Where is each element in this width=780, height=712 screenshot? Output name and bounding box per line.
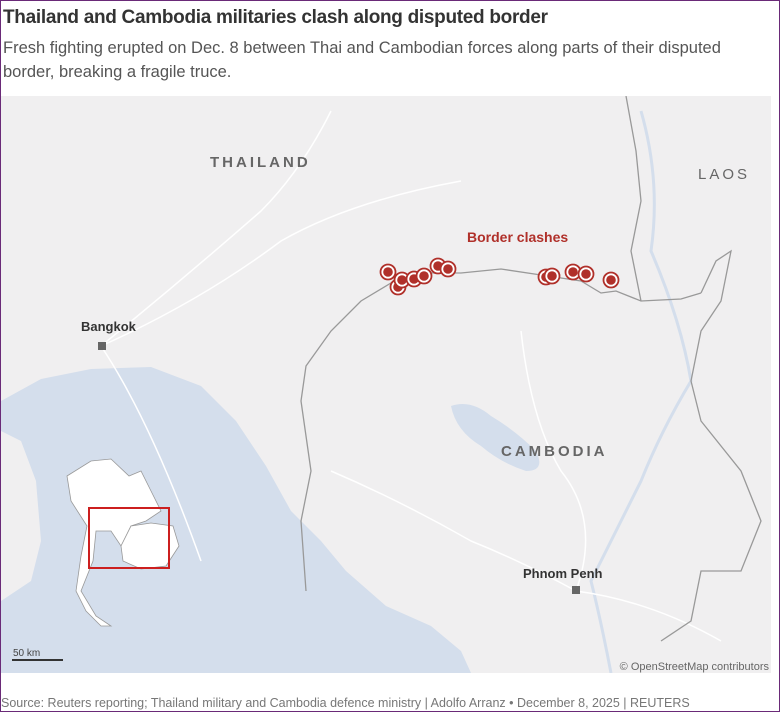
label-laos: LAOS <box>698 166 751 183</box>
gulf-of-thailand <box>1 367 471 673</box>
inset-thailand <box>66 458 162 627</box>
title: Thailand and Cambodia militaries clash a… <box>3 7 548 28</box>
label-thailand: THAILAND <box>210 154 311 171</box>
border-clashes-label: Border clashes <box>467 229 569 245</box>
clash-marker <box>543 267 561 285</box>
tonle-sap-lake <box>451 403 540 471</box>
clash-marker <box>439 260 457 278</box>
roads <box>100 110 722 642</box>
phnom-penh-marker <box>572 586 580 594</box>
cambodia-vietnam-border <box>660 249 762 642</box>
map <box>1 96 771 673</box>
clash-marker <box>577 265 595 283</box>
label-phnom-penh: Phnom Penh <box>523 566 603 581</box>
clash-marker <box>415 267 433 285</box>
bangkok-marker <box>98 342 106 350</box>
clash-marker <box>379 263 397 281</box>
inset-locator <box>66 458 180 627</box>
mekong-river <box>589 110 693 673</box>
label-cambodia: CAMBODIA <box>501 443 608 460</box>
thailand-laos-border <box>625 96 642 302</box>
source-line: Source: Reuters reporting; Thailand mili… <box>1 696 690 710</box>
attribution: © OpenStreetMap contributors <box>619 661 769 673</box>
label-bangkok: Bangkok <box>81 319 136 334</box>
inset-cambodia <box>120 522 180 570</box>
inset-extent-box <box>88 507 170 569</box>
scale-label: 50 km <box>13 648 41 659</box>
clash-marker <box>602 271 620 289</box>
subtitle: Fresh fighting erupted on Dec. 8 between… <box>3 39 721 81</box>
clash-markers <box>379 257 620 296</box>
scale-bar <box>12 659 63 661</box>
